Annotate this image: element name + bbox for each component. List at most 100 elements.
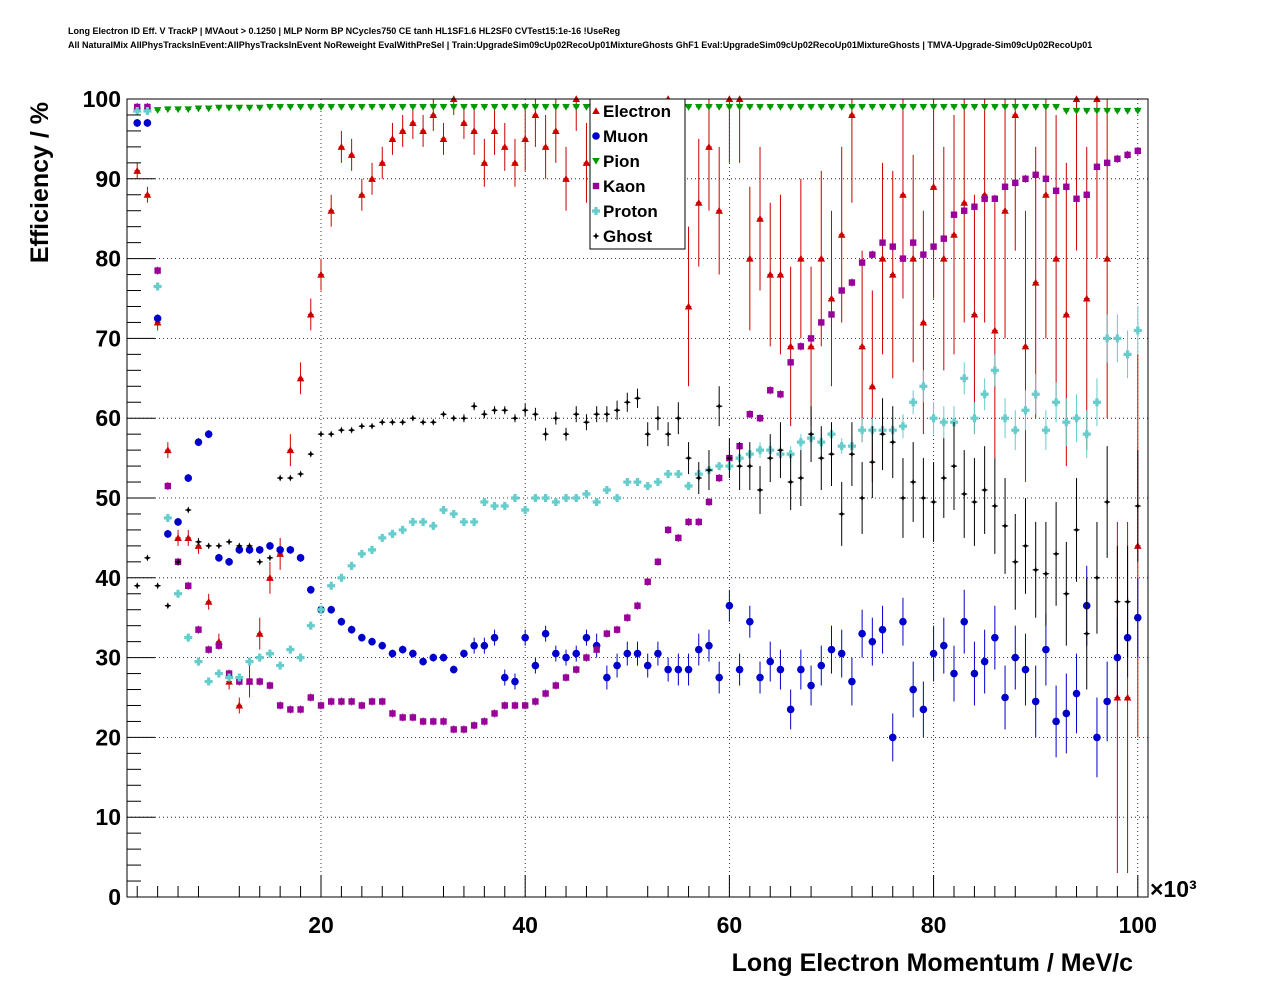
pion-point [725, 103, 734, 111]
ghost-point [603, 406, 611, 423]
data-marker [664, 470, 673, 479]
proton-point [398, 525, 407, 534]
data-marker [255, 629, 264, 637]
data-marker [929, 103, 938, 111]
data-marker [602, 486, 611, 495]
proton-point [837, 438, 846, 455]
pion-point [786, 103, 795, 111]
data-marker [909, 103, 917, 111]
data-marker [429, 111, 438, 118]
muon-point [225, 557, 233, 566]
data-marker [837, 649, 846, 658]
kaon-point [654, 557, 662, 566]
data-marker [888, 103, 897, 111]
kaon-point [634, 601, 641, 610]
series-muon [133, 118, 1142, 778]
data-marker [378, 641, 387, 650]
pion-point [960, 103, 969, 111]
data-marker [858, 629, 866, 638]
ghost-point [184, 506, 192, 514]
data-marker [195, 626, 202, 633]
electron-point [827, 210, 836, 387]
proton-point [970, 402, 979, 435]
data-marker [868, 382, 877, 390]
kaon-point [185, 581, 192, 590]
data-marker [235, 104, 244, 112]
ghost-point [838, 482, 846, 546]
ghost-point [133, 582, 141, 590]
electron-point [419, 114, 427, 147]
pion-point [878, 103, 887, 111]
pion-point [970, 103, 979, 111]
data-marker [490, 501, 499, 510]
data-marker [1082, 430, 1091, 439]
data-marker [266, 103, 274, 111]
data-marker [521, 406, 529, 414]
data-marker [450, 414, 458, 422]
data-marker [491, 710, 498, 717]
ghost-point [409, 414, 417, 422]
data-marker [827, 103, 836, 111]
proton-point [602, 486, 611, 495]
data-marker [154, 582, 162, 590]
data-marker [858, 259, 866, 266]
muon-point [868, 617, 877, 666]
kaon-point [767, 386, 774, 395]
data-marker [1001, 103, 1009, 111]
data-marker [797, 103, 805, 111]
proton-point [960, 362, 969, 395]
data-marker [1092, 398, 1101, 407]
x-tick-label: 40 [512, 912, 538, 938]
data-marker [399, 418, 407, 426]
muon-point [347, 625, 356, 634]
data-marker [266, 574, 274, 581]
data-marker [644, 430, 652, 438]
legend: Electron Muon Pion Kaon Proton Ghost [589, 98, 686, 250]
kaon-point [338, 697, 345, 706]
pion-point [940, 103, 948, 111]
muon-point [1042, 613, 1050, 686]
data-marker [990, 366, 999, 375]
muon-point [940, 617, 948, 674]
muon-point [909, 661, 917, 718]
data-marker [1011, 103, 1020, 111]
muon-point [255, 545, 264, 554]
electron-point [439, 122, 448, 155]
proton-point [562, 494, 571, 502]
data-marker [777, 391, 784, 398]
proton-point [980, 378, 989, 411]
ghost-point [1083, 577, 1091, 690]
ghost-point [358, 422, 366, 430]
kaon-point [705, 498, 713, 506]
kaon-point [379, 697, 386, 706]
data-marker [675, 534, 682, 542]
x-axis-multiplier: ×10³ [1150, 876, 1197, 902]
data-marker [1134, 147, 1141, 155]
proton-point [225, 673, 234, 682]
data-marker [879, 239, 886, 246]
muon-point [143, 118, 152, 127]
data-marker [133, 582, 141, 590]
pion-point [1062, 107, 1071, 115]
kaon-point [838, 286, 845, 295]
kaon-point [899, 254, 907, 263]
data-marker [531, 111, 540, 118]
data-marker [786, 342, 795, 350]
data-marker [940, 103, 948, 111]
data-marker [889, 438, 897, 446]
proton-point [1133, 306, 1142, 355]
pion-point [541, 103, 550, 111]
data-marker [501, 702, 508, 709]
data-marker [898, 422, 907, 431]
data-marker [644, 578, 651, 585]
pion-point [388, 103, 397, 111]
muon-point [786, 689, 795, 730]
data-marker [184, 106, 193, 114]
data-marker [919, 382, 928, 391]
data-marker [603, 410, 611, 418]
ghost-point [787, 454, 795, 510]
data-marker [562, 430, 570, 438]
pion-point [174, 106, 182, 114]
x-tick-label: 60 [717, 912, 743, 938]
